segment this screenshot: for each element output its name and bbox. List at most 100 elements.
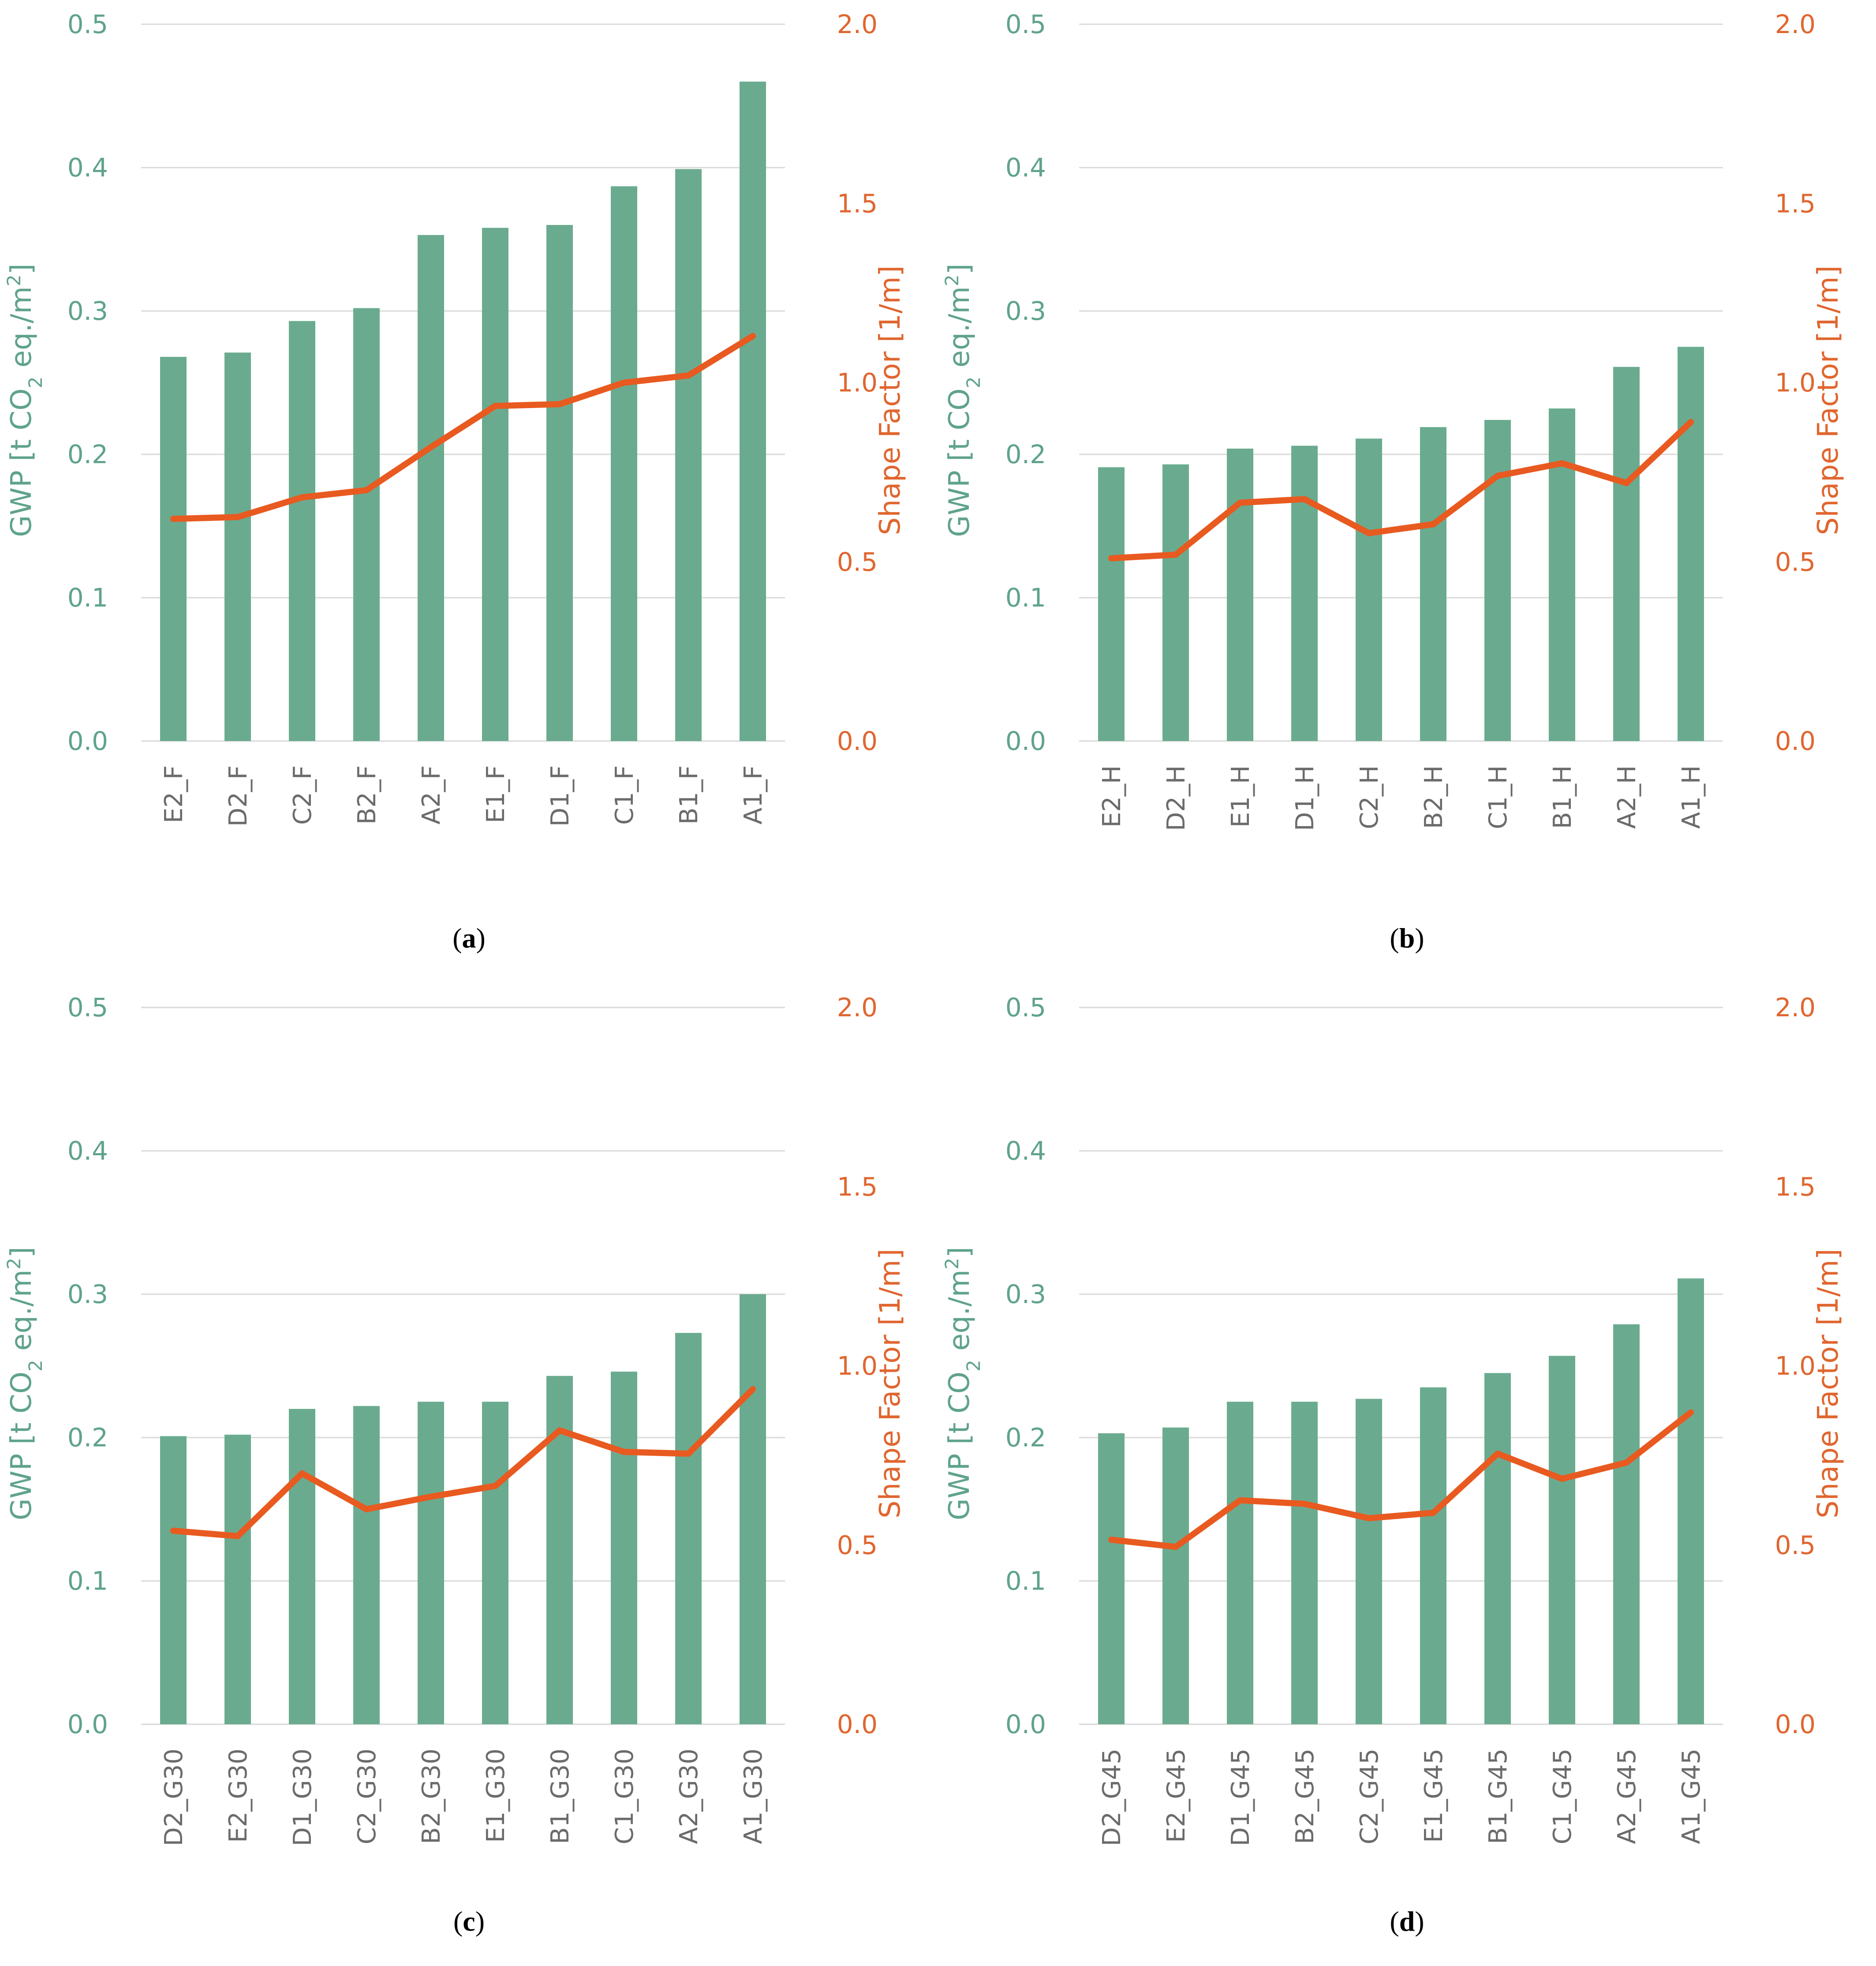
shape-factor-point [1173,1543,1179,1550]
shape-factor-point [1237,1497,1243,1504]
shape-factor-point [235,514,241,521]
left-axis-tick-label: 0.5 [1005,992,1046,1022]
category-label: A2_G30 [675,1749,703,1844]
category-label: B1_F [675,765,703,824]
category-label: C1_G30 [610,1749,639,1844]
bar-a2-h [1613,367,1640,741]
category-label: B2_F [353,765,381,824]
right-axis-tick-label: 1.5 [837,1172,878,1202]
left-axis-title: GWP [t CO2 eq./m2] [941,263,984,537]
shape-factor-point [1495,1450,1501,1457]
bar-a1-f [740,82,766,741]
left-axis-tick-label: 0.4 [67,153,108,183]
bar-d1-g45 [1227,1401,1253,1724]
category-label: C1_H [1484,765,1513,829]
left-axis-title-part: GWP [t CO [943,388,976,537]
left-axis-title-part: 2 [941,1258,963,1269]
chart-panel-d: 0.0 0.1 0.2 0.3 0.4 0.5 0.0 0.5 1.0 1.5 2.0 GWP [t … [938,983,1876,1966]
shape-factor-point [1301,496,1308,502]
right-axis-tick-label: 1.0 [837,368,878,398]
right-axis-tick-label: 1.0 [837,1351,878,1381]
category-label: D2_F [224,765,253,827]
bar-d2-h [1162,464,1189,741]
shape-factor-point [750,1386,756,1393]
bar-b2-g30 [418,1401,444,1724]
left-axis-title-part: eq./m [5,286,38,377]
left-axis-tick-label: 0.2 [1005,1423,1046,1453]
left-axis-title-part: eq./m [943,286,976,377]
right-axis-tick-label: 0.0 [837,1709,878,1739]
category-label: C1_F [610,765,639,825]
shape-factor-point [557,401,563,408]
shape-factor-point [685,372,691,379]
category-label: E1_G45 [1420,1749,1448,1843]
left-axis-title: GWP [t CO2 eq./m2] [3,1247,46,1520]
shape-factor-point [1495,472,1501,479]
bar-d1-h [1291,446,1318,741]
category-label: D2_G30 [160,1749,188,1846]
bar-d1-f [546,225,573,741]
bar-b1-h [1549,408,1575,741]
left-axis-title-part: GWP [t CO [5,388,38,537]
bar-c1-g30 [611,1371,637,1724]
chart-svg-d: 0.0 0.1 0.2 0.3 0.4 0.5 0.0 0.5 1.0 1.5 2.0 GWP [t … [941,992,1845,1846]
category-label: A2_H [1613,765,1641,829]
chart-svg-b: 0.0 0.1 0.2 0.3 0.4 0.5 0.0 0.5 1.0 1.5 2.0 GWP [t … [941,9,1845,831]
category-label: B2_G30 [417,1749,446,1844]
chart-svg-a: 0.0 0.1 0.2 0.3 0.4 0.5 0.0 0.5 1.0 1.5 2.0 GWP [t … [3,9,907,827]
right-axis-title: Shape Factor [1/m] [1812,266,1845,536]
panel-caption-b: (b) [1390,922,1424,954]
bar-a2-f [418,235,444,741]
shape-factor-point [1108,1536,1114,1543]
bar-a2-g45 [1613,1324,1640,1724]
chart-panel-a: 0.0 0.1 0.2 0.3 0.4 0.5 0.0 0.5 1.0 1.5 2.0 GWP [t … [0,0,938,983]
right-axis-tick-label: 2.0 [837,992,878,1022]
shape-factor-point [299,494,305,501]
bar-d2-g30 [160,1436,187,1724]
left-axis-tick-label: 0.0 [67,1709,108,1739]
right-axis-tick-label: 1.5 [1775,188,1816,218]
right-axis-title: Shape Factor [1/m] [1812,1249,1845,1519]
shape-factor-point [492,403,498,409]
category-label: B1_G45 [1484,1749,1513,1844]
left-axis-title-part: 2 [963,377,984,389]
right-axis-tick-label: 1.0 [1775,1351,1816,1381]
category-label: D2_H [1162,765,1191,831]
shape-factor-point [1559,1475,1565,1482]
right-axis-tick-label: 0.5 [837,1530,878,1560]
bar-e2-f [160,357,187,741]
shape-factor-point [1173,551,1179,558]
category-label: B1_G30 [546,1749,575,1844]
shape-factor-point [1623,1459,1629,1466]
bar-d2-f [224,352,251,741]
bar-e1-g30 [482,1401,508,1724]
category-label: A2_G45 [1613,1749,1641,1844]
category-label: E1_H [1226,765,1255,828]
bar-a1-h [1678,347,1704,741]
category-label: E1_G30 [482,1749,510,1843]
right-axis-tick-label: 0.5 [837,547,878,577]
bar-b2-g45 [1291,1401,1318,1724]
bar-e1-f [482,228,508,741]
shape-factor-point [621,1449,627,1455]
left-axis-tick-label: 0.4 [1005,1136,1046,1166]
left-axis-title-part: GWP [t CO [943,1371,976,1520]
category-label: D1_H [1291,765,1319,831]
bar-e2-g30 [224,1434,251,1724]
category-label: A1_G30 [739,1749,768,1844]
right-axis-tick-label: 0.0 [1775,1709,1816,1739]
shape-factor-point [557,1427,563,1434]
category-label: D2_G45 [1098,1749,1126,1846]
category-label: E1_F [482,765,510,823]
bar-e2-h [1098,467,1125,741]
left-axis-title-part: 2 [25,377,46,389]
category-label: A1_G45 [1677,1749,1706,1844]
category-label: A2_F [417,765,446,824]
left-axis-tick-label: 0.3 [67,1279,108,1309]
shape-factor-point [1688,419,1694,425]
shape-factor-point [1237,499,1243,506]
bar-d2-g45 [1098,1433,1125,1724]
right-axis-tick-label: 1.5 [837,188,878,218]
bar-a2-g30 [675,1333,702,1724]
bar-c2-h [1356,438,1382,741]
